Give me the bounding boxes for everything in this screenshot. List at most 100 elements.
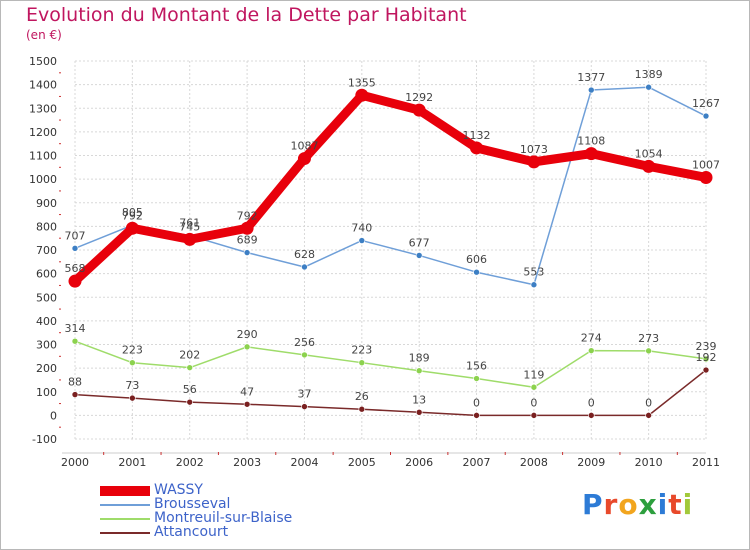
y-tick-label: 1200: [29, 126, 57, 139]
data-label: 805: [122, 206, 143, 219]
data-point: [129, 394, 136, 402]
data-point: [702, 112, 710, 120]
series-line-wassy: [70, 90, 711, 286]
data-label: 761: [179, 217, 200, 230]
x-tick-label: 2008: [520, 456, 548, 469]
data-label: 1087: [290, 140, 318, 153]
data-label: 37: [297, 388, 311, 401]
y-tick-label: 700: [36, 244, 57, 257]
x-tick-label: 2002: [176, 456, 204, 469]
data-point: [301, 263, 308, 271]
chart-title: Evolution du Montant de la Dette par Hab…: [26, 4, 467, 26]
data-label: 88: [68, 376, 82, 389]
data-label: 1073: [520, 143, 548, 156]
legend-swatch-brousseval: [100, 504, 150, 506]
data-point: [412, 103, 426, 117]
data-label: 189: [409, 352, 430, 365]
y-tick-label: 1100: [29, 150, 57, 163]
data-point: [243, 400, 251, 408]
data-point: [71, 245, 79, 252]
data-point: [358, 359, 366, 366]
y-tick-label: 1000: [29, 173, 57, 186]
data-point: [702, 355, 710, 363]
logo-letter: i: [682, 488, 694, 521]
series-layer: [68, 83, 713, 419]
y-tick-label: 100: [36, 386, 57, 399]
axis-layer: -100010020030040050060070080090010001100…: [29, 55, 720, 469]
data-label: 1267: [692, 97, 720, 110]
data-label: 223: [351, 344, 372, 357]
data-label: 273: [638, 332, 659, 345]
data-label: 223: [122, 344, 143, 357]
y-tick-label: 1500: [29, 55, 57, 68]
data-point: [530, 412, 538, 419]
data-label: 56: [183, 383, 197, 396]
data-point: [186, 398, 194, 406]
legend-label-montreuil: Montreuil-sur-Blaise: [154, 510, 293, 526]
x-tick-label: 2010: [635, 456, 663, 469]
y-tick-label: 600: [36, 268, 57, 281]
data-label: 792: [237, 209, 258, 222]
data-point: [240, 221, 254, 235]
legend-label-wassy: WASSY: [154, 482, 203, 498]
data-point: [645, 347, 652, 355]
data-label: 47: [240, 385, 254, 398]
data-label: 689: [237, 234, 258, 247]
legend-swatch-montreuil: [100, 518, 150, 520]
x-tick-label: 2001: [118, 456, 146, 469]
x-tick-label: 2003: [233, 456, 261, 469]
data-label: 239: [696, 340, 717, 353]
data-label: 1389: [635, 68, 663, 81]
data-point: [415, 367, 423, 375]
data-point: [645, 83, 652, 91]
y-tick-label: 500: [36, 291, 57, 304]
data-point: [301, 351, 308, 359]
y-tick-label: -100: [32, 433, 57, 446]
grid-layer: [74, 60, 707, 440]
logo-letter: t: [668, 488, 683, 521]
data-label: 740: [351, 222, 372, 235]
data-label: 156: [466, 360, 487, 373]
data-point: [587, 412, 595, 419]
data-label: 792: [122, 209, 143, 222]
data-point: [355, 88, 369, 102]
data-label: 568: [65, 262, 86, 275]
data-label: 0: [530, 396, 537, 409]
data-point: [301, 403, 308, 410]
data-point: [473, 375, 480, 382]
data-point: [473, 268, 480, 276]
data-label: 1054: [635, 147, 663, 160]
y-tick-label: 0: [50, 409, 57, 422]
y-tick-label: 1300: [29, 102, 57, 115]
data-label: 26: [355, 390, 369, 403]
data-label: 73: [125, 379, 139, 392]
data-label: 677: [409, 236, 430, 249]
data-label: 1377: [577, 71, 605, 84]
data-label: 192: [696, 351, 717, 364]
data-point: [186, 364, 194, 371]
y-tick-label: 800: [36, 220, 57, 233]
data-point: [415, 409, 423, 416]
data-label: 606: [466, 253, 487, 266]
data-point: [587, 347, 595, 354]
x-tick-label: 2006: [405, 456, 433, 469]
data-point: [243, 249, 251, 256]
legend-swatch-wassy: [100, 486, 150, 496]
data-label: 256: [294, 336, 315, 349]
x-tick-label: 2011: [692, 456, 720, 469]
data-point: [125, 221, 139, 235]
data-point: [527, 155, 541, 169]
data-point: [530, 281, 538, 289]
data-label: 1007: [692, 158, 720, 171]
data-label: 290: [237, 328, 258, 341]
data-point: [68, 274, 82, 288]
legend-label-brousseval: Brousseval: [154, 496, 231, 512]
data-point: [243, 343, 251, 351]
x-tick-label: 2000: [61, 456, 89, 469]
x-tick-label: 2007: [463, 456, 491, 469]
data-point: [473, 412, 480, 419]
logo-letter: P: [582, 488, 604, 521]
data-point: [587, 86, 595, 94]
data-point: [71, 391, 79, 398]
